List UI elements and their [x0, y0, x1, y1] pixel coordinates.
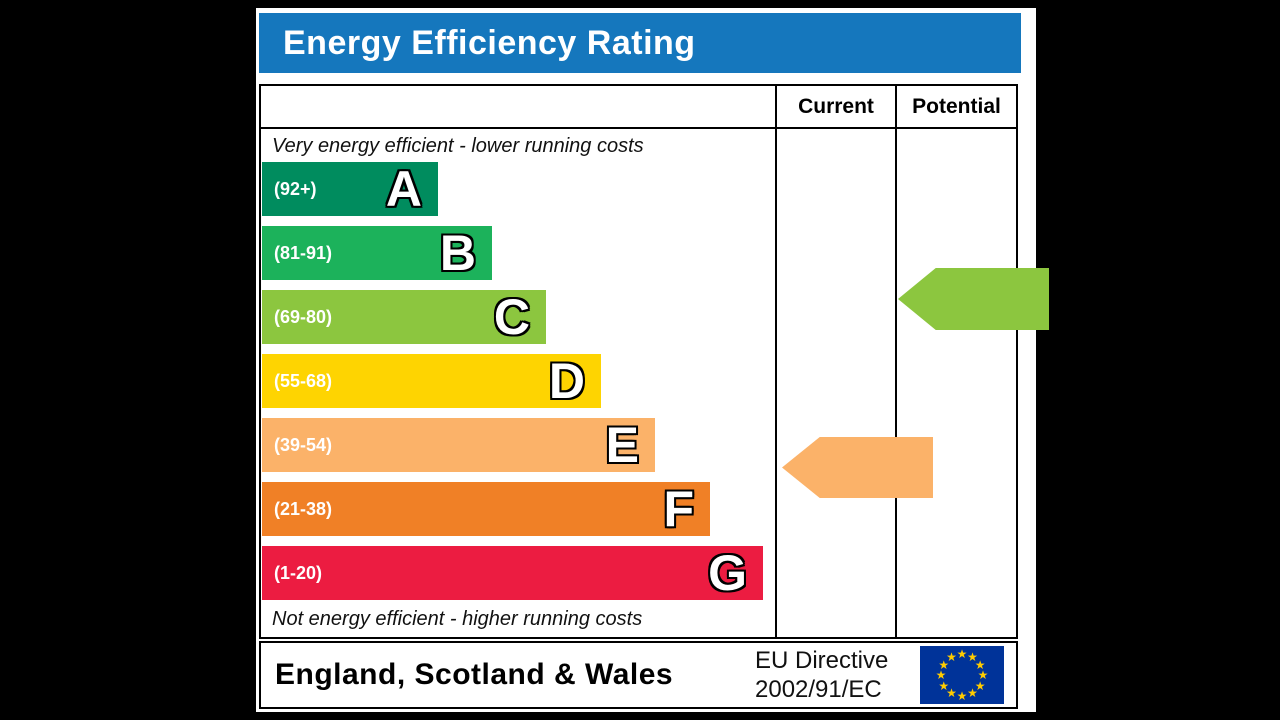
- page-title: Energy Efficiency Rating: [283, 24, 696, 62]
- eu-star-icon: ★: [946, 649, 957, 664]
- eu-star-icon: ★: [974, 678, 986, 693]
- column-divider-potential: [895, 86, 897, 637]
- band-row: (39-54) E: [262, 418, 655, 472]
- top-note: Very energy efficient - lower running co…: [272, 135, 644, 157]
- rating-table: Current Potential Very energy efficient …: [259, 84, 1049, 639]
- potential-arrow: 78: [898, 268, 1049, 330]
- band-letter: E: [605, 417, 639, 473]
- eu-star-icon: ★: [967, 649, 978, 664]
- eu-star-icon: ★: [977, 668, 989, 682]
- eu-star-icon: ★: [946, 686, 957, 701]
- band-range-label: (81-91): [274, 242, 333, 263]
- epc-panel: Energy Efficiency Rating Current Potenti…: [256, 8, 1049, 712]
- band-letter: A: [385, 161, 422, 217]
- band-row: (1-20) G: [262, 546, 763, 600]
- current-arrow: 39: [782, 437, 933, 498]
- band-range-label: (1-20): [274, 562, 323, 583]
- potential-column-header: Potential: [912, 95, 1001, 118]
- eu-star-icon: ★: [938, 678, 950, 693]
- band-row: (81-91) B: [262, 226, 492, 280]
- column-divider-current: [775, 86, 777, 637]
- bottom-note: Not energy efficient - higher running co…: [272, 608, 643, 630]
- eu-directive-line2: 2002/91/EC: [755, 676, 882, 703]
- band-range-label: (92+): [274, 178, 317, 199]
- eu-directive-line1: EU Directive: [755, 647, 889, 674]
- band-row: (92+) A: [262, 162, 438, 216]
- eu-star-icon: ★: [935, 668, 947, 682]
- current-column-header: Current: [798, 95, 874, 118]
- band-row: (55-68) D: [262, 354, 601, 408]
- footer-bar: England, Scotland & Wales EU Directive 2…: [259, 641, 1018, 709]
- eu-star-icon: ★: [956, 689, 968, 703]
- band-row: (69-80) C: [262, 290, 546, 344]
- eu-directive-label: EU Directive 2002/91/EC: [755, 646, 888, 704]
- band-letter: C: [493, 289, 530, 345]
- eu-star-icon: ★: [974, 657, 986, 672]
- band-letter: B: [439, 225, 476, 281]
- table-body: Very energy efficient - lower running co…: [261, 129, 1049, 637]
- band-range-label: (55-68): [274, 370, 333, 391]
- region-label: England, Scotland & Wales: [275, 658, 674, 691]
- band-letter: F: [663, 481, 694, 537]
- eu-star-icon: ★: [956, 647, 968, 661]
- eu-star-icon: ★: [938, 657, 950, 672]
- table-header-row: Current Potential: [261, 86, 1016, 129]
- band-letter: G: [708, 545, 747, 601]
- band-range-label: (69-80): [274, 306, 333, 327]
- title-bar: Energy Efficiency Rating: [259, 13, 1021, 73]
- band-letter: D: [548, 353, 585, 409]
- band-range-label: (39-54): [274, 434, 333, 455]
- band-range-label: (21-38): [274, 498, 333, 519]
- eu-flag-icon: ★ ★ ★ ★ ★ ★ ★ ★ ★ ★ ★ ★: [920, 646, 1004, 704]
- eu-star-icon: ★: [967, 686, 978, 701]
- band-row: (21-38) F: [262, 482, 710, 536]
